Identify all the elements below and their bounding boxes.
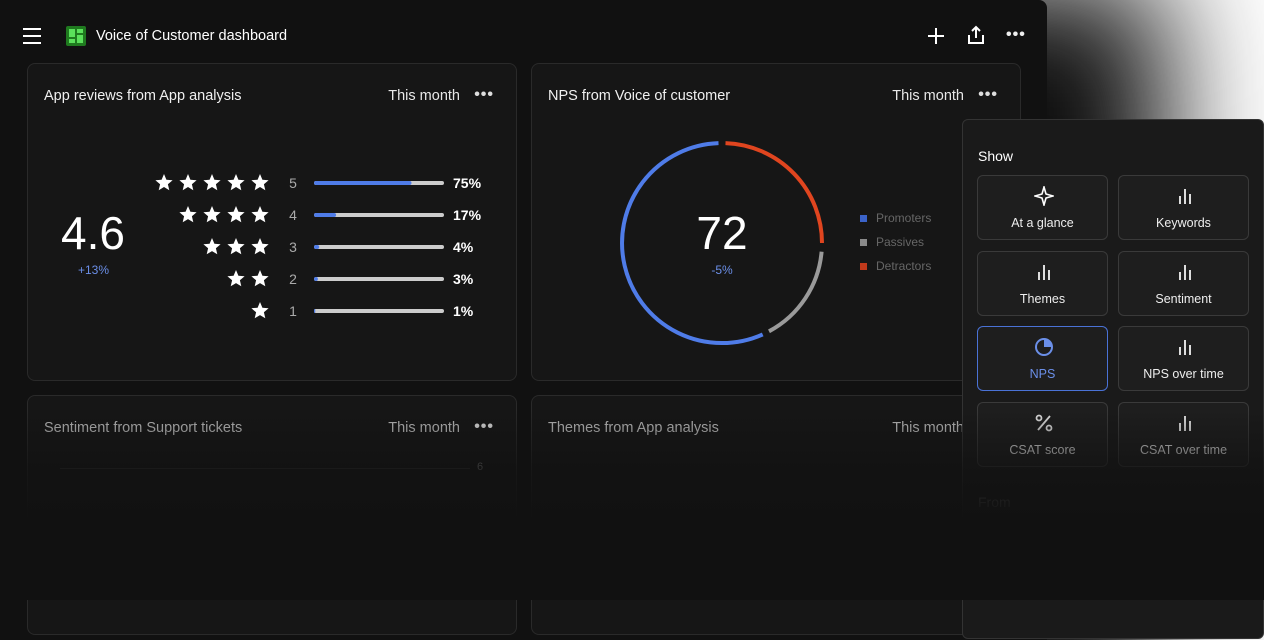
bar [314,213,337,217]
option-icon [1179,264,1191,280]
option-icon [1179,189,1191,204]
option-label: CSAT score [1009,442,1076,457]
legend-label: Passives [876,235,925,249]
star [179,206,197,223]
star [227,238,245,255]
add-button[interactable] [927,27,945,45]
option-icon [1034,186,1054,206]
option-button[interactable]: At a glance [977,175,1108,240]
star [251,206,269,223]
option-icon [1179,340,1191,355]
bar [314,245,320,249]
percent-label: 1% [453,303,474,319]
option-icon [1035,338,1053,356]
bar-track [314,309,444,313]
star [203,238,221,255]
period-selector[interactable]: This month [388,420,460,436]
star [227,270,245,287]
option-icon [1035,414,1053,431]
option-label: NPS over time [1143,367,1224,381]
option-button[interactable]: NPS [977,326,1108,391]
card: App reviews from App analysis This month… [27,63,517,381]
panel-footer: From [978,494,1011,510]
star [179,174,197,191]
legend-label: Promoters [876,211,932,225]
grid-line [60,468,470,469]
bar-track [314,277,444,281]
option-icon [1179,415,1191,431]
nps-score: 72 [696,207,748,259]
option-label: CSAT over time [1139,442,1228,457]
star-count: 3 [289,239,297,255]
star [203,174,221,191]
panel-heading: Show [978,148,1014,164]
star [227,174,245,191]
dashboard-title: Voice of Customer dashboard [96,28,288,44]
option-icon [1038,264,1050,280]
card-title: Sentiment from Support tickets [44,420,243,436]
bar-track [314,245,444,249]
percent-label: 3% [453,271,474,287]
dashboard-icon [66,26,86,46]
star [227,206,245,223]
more-button[interactable]: ••• [1006,26,1026,43]
share-button[interactable] [966,25,986,45]
option-button[interactable]: Themes [977,250,1108,316]
percent-label: 75% [453,175,482,191]
star-count: 5 [289,175,297,191]
star [251,302,269,319]
star [203,206,221,223]
legend-swatch [860,239,867,246]
legend-item: Detractors [860,259,931,273]
ratings-chart: 5 75% 4 17% 3 4% 2 3% 1 1% [155,174,482,319]
card: NPS from Voice of customer This month ••… [531,63,1021,381]
legend-swatch [860,215,867,222]
option-label: Sentiment [1155,291,1212,306]
star [251,174,269,191]
option-button[interactable]: CSAT score [977,401,1108,467]
bar [314,181,412,185]
star [251,270,269,287]
option-label: Keywords [1156,216,1211,230]
bar [314,309,316,313]
card: Themes from App analysis This month [531,395,1021,635]
axis-tick-label: 6 [477,461,484,473]
option-label: NPS [1029,367,1056,381]
option-button[interactable]: NPS over time [1118,326,1249,391]
legend-item: Passives [860,235,924,249]
card: Sentiment from Support tickets This mont… [27,395,517,635]
nps-change: -5% [711,263,733,277]
option-button[interactable]: Keywords [1118,175,1249,240]
legend-swatch [860,263,867,270]
star-count: 1 [289,303,297,319]
card-title: Themes from App analysis [548,420,719,436]
show-panel: Show At a glance Keywords Themes Sentiment N… [962,119,1264,639]
star [155,174,173,191]
star [251,238,269,255]
app-window: Voice of Customer dashboard ••• App revi… [0,0,1047,640]
option-label: Themes [1019,291,1066,306]
card-menu[interactable]: ••• [474,418,494,435]
star-count: 4 [289,207,297,223]
legend-item: Promoters [860,211,931,225]
percent-label: 4% [453,239,474,255]
option-label: At a glance [1011,216,1074,230]
bar [314,277,318,281]
legend-label: Detractors [876,259,932,273]
option-button[interactable]: CSAT over time [1118,401,1249,467]
percent-label: 17% [453,207,482,223]
nps-donut [620,141,824,346]
menu-icon[interactable] [22,27,42,45]
option-button[interactable]: Sentiment [1118,250,1249,316]
period-selector[interactable]: This month [892,420,964,436]
star-count: 2 [289,271,297,287]
